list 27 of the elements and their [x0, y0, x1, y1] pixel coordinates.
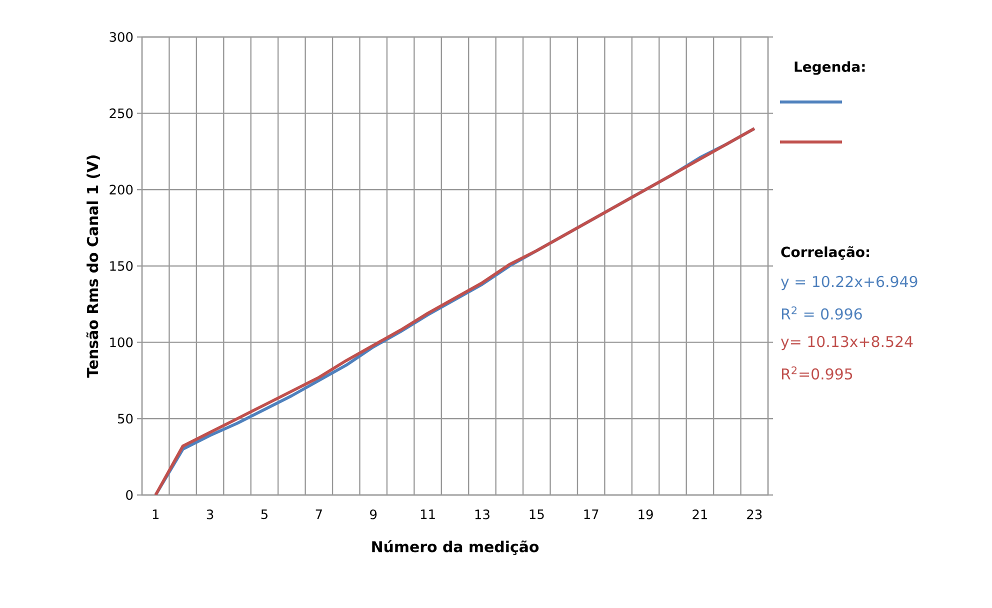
- x-axis-title: Número da medição: [372, 540, 539, 556]
- y-tick-label: 150: [110, 261, 133, 271]
- x-tick-label: 5: [261, 510, 268, 520]
- y-tick-label: 250: [110, 108, 133, 118]
- x-tick-label: 11: [420, 510, 435, 519]
- x-tick-label: 9: [370, 510, 377, 520]
- y-axis-title: Tensão Rms do Canal 1 (V): [86, 155, 100, 378]
- text: Correlação:: [781, 246, 870, 260]
- x-tick-label: 7: [316, 510, 322, 519]
- x-tick-label: 3: [206, 510, 214, 520]
- legend-title: Legenda:: [794, 61, 865, 75]
- y-tick-label: 50: [118, 414, 133, 424]
- x-tick-label: 17: [584, 510, 598, 519]
- y-tick-label: 300: [110, 32, 133, 42]
- text: y = 10.22x+6.949: [780, 276, 918, 290]
- y-tick-label: 0: [126, 490, 133, 500]
- text: R$^{2}$ = 0.996: [782, 306, 862, 320]
- y-tick-label: 200: [110, 184, 133, 195]
- x-tick-label: 21: [692, 510, 708, 520]
- x-tick-label: 23: [747, 510, 762, 520]
- x-tick-label: 13: [475, 510, 490, 520]
- x-tick-label: 15: [530, 510, 544, 520]
- y-tick-label: 100: [110, 337, 133, 348]
- x-tick-label: 19: [638, 510, 653, 520]
- text: y= 10.13x+8.524: [780, 336, 913, 350]
- x-tick-label: 1: [152, 510, 159, 519]
- text: R$^{2}$=0.995: [782, 366, 852, 380]
